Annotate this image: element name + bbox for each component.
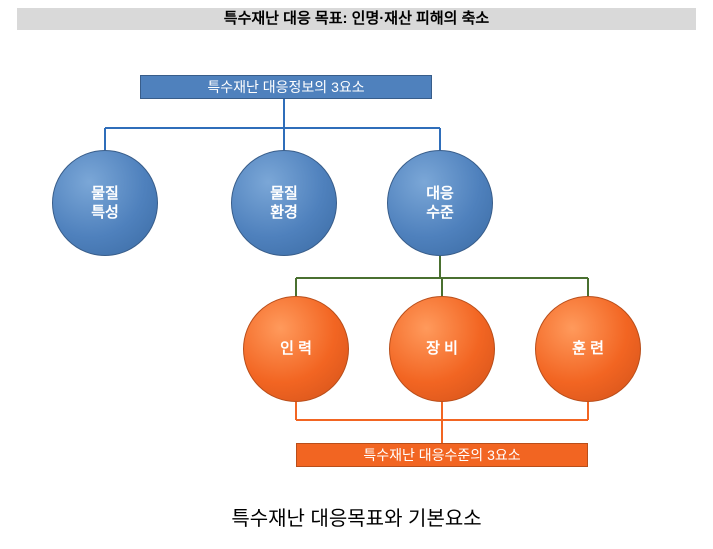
circle-label-line: 특성 <box>91 203 119 223</box>
circle-label-line: 환경 <box>270 203 298 223</box>
blue-node-0: 물질특성 <box>52 150 158 256</box>
bottom-category-box: 특수재난 대응수준의 3요소 <box>296 443 588 467</box>
blue-node-1: 물질환경 <box>231 150 337 256</box>
orange-node-1: 장 비 <box>389 296 495 402</box>
circle-label-line: 수준 <box>426 203 454 223</box>
circle-label-line: 물질 <box>91 184 119 204</box>
orange-node-0: 인 력 <box>243 296 349 402</box>
circle-label-line: 물질 <box>270 184 298 204</box>
diagram-title: 특수재난 대응 목표: 인명·재산 피해의 축소 <box>17 8 696 30</box>
figure-caption: 특수재난 대응목표와 기본요소 <box>0 502 713 531</box>
circle-label-line: 대응 <box>426 184 454 204</box>
orange-node-2: 훈 련 <box>535 296 641 402</box>
circle-label-line: 인 력 <box>280 339 312 359</box>
top-category-label: 특수재난 대응정보의 3요소 <box>207 77 364 97</box>
bottom-category-label: 특수재난 대응수준의 3요소 <box>363 445 520 465</box>
top-category-box: 특수재난 대응정보의 3요소 <box>140 75 432 99</box>
blue-node-2: 대응수준 <box>387 150 493 256</box>
circle-label-line: 장 비 <box>426 339 458 359</box>
circle-label-line: 훈 련 <box>572 339 604 359</box>
